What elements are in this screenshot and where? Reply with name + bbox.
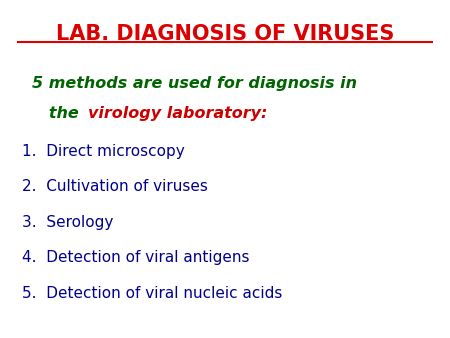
Text: the: the	[32, 106, 84, 121]
Text: 3.  Serology: 3. Serology	[22, 215, 114, 230]
Text: 4.  Detection of viral antigens: 4. Detection of viral antigens	[22, 250, 250, 265]
Text: 5 methods are used for diagnosis in: 5 methods are used for diagnosis in	[32, 76, 356, 91]
Text: 2.  Cultivation of viruses: 2. Cultivation of viruses	[22, 179, 208, 194]
Text: LAB. DIAGNOSIS OF VIRUSES: LAB. DIAGNOSIS OF VIRUSES	[56, 24, 394, 44]
Text: 1.  Direct microscopy: 1. Direct microscopy	[22, 144, 185, 159]
Text: 5.  Detection of viral nucleic acids: 5. Detection of viral nucleic acids	[22, 286, 283, 300]
Text: virology laboratory:: virology laboratory:	[88, 106, 267, 121]
